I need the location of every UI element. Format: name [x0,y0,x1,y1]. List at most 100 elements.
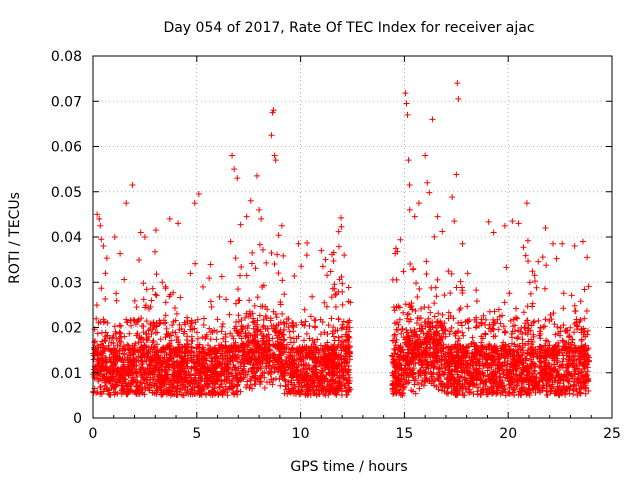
data-point [148,330,155,337]
data-point [222,383,229,390]
data-point [188,386,195,393]
x-tick-label: 10 [292,426,310,442]
data-point [338,333,345,340]
data-point [260,322,267,329]
data-point [174,377,181,384]
data-point [166,345,173,352]
data-point [105,374,112,381]
data-point [339,288,346,295]
data-point [315,347,322,354]
data-point [191,363,198,370]
data-point [137,354,144,361]
data-point [313,392,320,399]
data-point [554,379,561,386]
data-point [117,371,124,378]
data-point [206,275,213,282]
data-point [194,341,201,348]
data-point [181,319,188,326]
data-point [398,372,405,379]
data-point [166,215,173,222]
data-point [549,355,556,362]
data-point [189,385,196,392]
data-point [100,388,107,395]
data-point [344,377,351,384]
data-point [312,343,319,350]
data-point [529,303,536,310]
data-point [178,325,185,332]
data-point [100,365,107,372]
data-point [536,343,543,350]
data-point [485,346,492,353]
data-point [412,307,419,314]
data-point [577,389,584,396]
data-point [456,377,463,384]
data-point [526,279,533,286]
data-point [573,388,580,395]
data-point [541,323,548,330]
data-point [131,297,138,304]
data-point [179,367,186,374]
data-point [281,291,288,298]
data-point [178,391,185,398]
data-point [314,382,321,389]
data-point [543,262,550,269]
data-point [488,359,495,366]
data-point [201,360,208,367]
data-point [482,322,489,329]
data-point [268,376,275,383]
data-point [455,320,462,327]
data-point [249,249,256,256]
data-point [306,323,313,330]
data-point [404,315,411,322]
data-point [249,365,256,372]
data-point [247,197,254,204]
data-point [303,386,310,393]
data-point [162,369,169,376]
data-point [471,316,478,323]
data-point [405,310,412,317]
data-point [150,319,157,326]
data-point [277,299,284,306]
data-point [546,376,553,383]
data-point [103,378,110,385]
data-point [435,366,442,373]
data-point [570,346,577,353]
data-point [415,346,422,353]
data-point [332,304,339,311]
data-point [287,334,294,341]
data-point [427,326,434,333]
data-point [409,357,416,364]
data-point [162,285,169,292]
data-point [282,377,289,384]
y-tick-label: 0.08 [51,49,82,65]
data-point [444,374,451,381]
data-point [176,363,183,370]
data-point [427,343,434,350]
data-point [99,344,106,351]
data-point [559,240,566,247]
data-point [566,348,573,355]
data-point [166,293,173,300]
data-point [438,320,445,327]
data-point [223,360,230,367]
data-point [566,378,573,385]
data-point [254,331,261,338]
data-point [537,369,544,376]
data-point [212,389,219,396]
data-point [181,349,188,356]
data-point [283,357,290,364]
data-point [340,318,347,325]
data-point [120,343,127,350]
data-point [508,330,515,337]
data-point [428,375,435,382]
data-point [233,327,240,334]
data-point [278,358,285,365]
data-point [451,218,458,225]
data-point [448,346,455,353]
data-point [292,369,299,376]
data-point [335,341,342,348]
data-point [212,346,219,353]
data-point [109,367,116,374]
data-point [207,371,214,378]
data-point [112,356,119,363]
